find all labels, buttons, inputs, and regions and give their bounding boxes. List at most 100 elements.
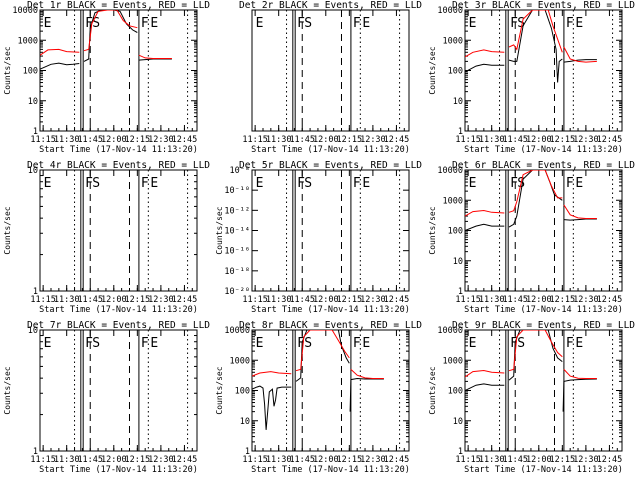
x-tick-label-7: 12:30 (148, 455, 174, 465)
marker-label-8-4: S (304, 336, 312, 351)
x-tick-label-3: 11:15 (455, 135, 481, 145)
y-tick-label-9: 1 (458, 447, 463, 457)
x-tick-label-9: 11:15 (455, 455, 481, 465)
marker-label-2-0: E (256, 16, 264, 31)
marker-label-8-7: E (362, 336, 370, 351)
x-tick-label-2: 12:45 (384, 135, 410, 145)
y-tick-label-5: 10⁻⁸ (230, 166, 250, 176)
y-tick-label-9: 10000 (437, 326, 463, 336)
x-tick-label-5: 12:30 (360, 295, 386, 305)
plot-frame-8 (251, 329, 410, 452)
x-tick-label-4: 12:15 (125, 295, 151, 305)
x-tick-label-7: 12:00 (101, 455, 127, 465)
marker-label-5-7: E (362, 176, 370, 191)
x-tick-label-1: 12:00 (101, 135, 127, 145)
detector-panel-9: Det 9r BLACK = Events, RED = LLD 1 10 100 10… (428, 320, 635, 475)
x-tick-label-5: 11:15 (242, 295, 268, 305)
y-tick-label-6: 10000 (437, 166, 463, 176)
x-tick-label-8: 12:00 (313, 455, 339, 465)
y-tick-label-1: 1000 (18, 36, 38, 46)
y-tick-label-9: 100 (448, 387, 463, 397)
y-tick-label-3: 1 (458, 127, 463, 137)
marker-label-3-7: E (575, 16, 583, 31)
series-line-lld-6-0 (465, 209, 505, 217)
x-tick-label-6: 12:00 (526, 295, 552, 305)
marker-label-7-4: S (92, 336, 100, 351)
y-axis-label-3: Counts/sec (428, 46, 437, 94)
marker-label-9-3: F (510, 336, 518, 351)
x-tick-label-4: 12:45 (172, 295, 198, 305)
y-tick-label-3: 1000 (443, 36, 463, 46)
x-tick-label-7: 11:30 (54, 455, 80, 465)
x-tick-label-4: 11:30 (54, 295, 80, 305)
series-line-lld-8-1 (295, 330, 350, 372)
y-tick-label-5: 10⁻²⁰ (224, 287, 250, 297)
y-tick-label-1: 100 (23, 67, 38, 77)
series-line-lld-6-2 (563, 204, 597, 219)
y-tick-label-8: 10 (240, 417, 250, 427)
y-tick-label-4: 1 (33, 287, 38, 297)
marker-label-9-7: E (575, 336, 583, 351)
detector-panel-4: Det 4r BLACK = Events, RED = LLD 1 10 Count… (3, 160, 210, 315)
y-tick-label-8: 10000 (224, 326, 250, 336)
x-axis-label-7: Start Time (17-Nov-14 11:13:20) (39, 465, 198, 475)
x-axis-label-5: Start Time (17-Nov-14 11:13:20) (251, 305, 410, 315)
panel-title-7: Det 7r BLACK = Events, RED = LLD (27, 320, 210, 331)
series-line-events-8-2 (349, 377, 384, 412)
series-line-events-3-0 (465, 63, 505, 73)
series-line-events-6-0 (465, 223, 505, 231)
plot-frame-6 (464, 169, 623, 292)
y-tick-label-3: 10000 (437, 6, 463, 16)
x-tick-label-6: 12:15 (550, 295, 576, 305)
panel-title-5: Det 5r BLACK = Events, RED = LLD (239, 160, 422, 171)
series-line-lld-3-2 (563, 46, 597, 63)
x-tick-label-3: 11:30 (479, 135, 505, 145)
y-tick-label-3: 100 (448, 67, 463, 77)
series-line-events-8-0 (252, 385, 292, 430)
x-tick-label-2: 11:30 (266, 135, 292, 145)
y-tick-label-8: 1 (245, 447, 250, 457)
x-tick-label-9: 12:00 (526, 455, 552, 465)
x-tick-label-6: 11:30 (479, 295, 505, 305)
marker-label-4-3: F (85, 176, 93, 191)
y-axis-label-8: Counts/sec (215, 366, 224, 414)
y-tick-label-8: 100 (235, 387, 250, 397)
x-tick-label-2: 12:30 (360, 135, 386, 145)
y-tick-label-5: 10⁻¹² (224, 206, 250, 216)
y-tick-label-6: 1 (458, 287, 463, 297)
y-tick-label-6: 1000 (443, 196, 463, 206)
x-tick-label-6: 11:15 (455, 295, 481, 305)
x-tick-label-5: 12:15 (337, 295, 363, 305)
marker-label-5-3: F (297, 176, 305, 191)
panel-title-6: Det 6r BLACK = Events, RED = LLD (452, 160, 635, 171)
series-line-lld-8-2 (350, 369, 384, 379)
marker-label-7-7: E (150, 336, 158, 351)
y-axis-label-6: Counts/sec (428, 206, 437, 254)
x-tick-label-1: 11:15 (30, 135, 56, 145)
x-tick-label-1: 12:45 (172, 135, 198, 145)
series-line-lld-9-1 (508, 330, 563, 372)
x-tick-label-5: 11:30 (266, 295, 292, 305)
x-tick-label-3: 12:45 (597, 135, 623, 145)
x-tick-label-1: 11:45 (77, 135, 103, 145)
marker-label-9-4: S (517, 336, 525, 351)
y-tick-label-5: 10⁻¹⁶ (224, 247, 250, 257)
x-tick-label-5: 12:45 (384, 295, 410, 305)
marker-label-3-6: F (566, 16, 574, 31)
x-tick-label-8: 11:15 (242, 455, 268, 465)
detector-panel-1: Det 1r BLACK = Events, RED = LLD 1 10 100 10… (3, 0, 210, 155)
x-tick-label-4: 12:00 (101, 295, 127, 305)
marker-label-2-7: E (362, 16, 370, 31)
y-tick-label-3: 10 (453, 97, 463, 107)
marker-label-8-3: F (297, 336, 305, 351)
plot-frame-7 (39, 329, 198, 452)
x-tick-label-2: 11:45 (289, 135, 315, 145)
x-tick-label-8: 11:45 (289, 455, 315, 465)
x-tick-label-7: 11:15 (30, 455, 56, 465)
plot-frame-2 (251, 9, 410, 132)
x-tick-label-9: 11:30 (479, 455, 505, 465)
marker-label-3-3: F (510, 16, 518, 31)
marker-label-1-0: E (44, 16, 52, 31)
series-line-lld-3-1 (508, 10, 563, 53)
